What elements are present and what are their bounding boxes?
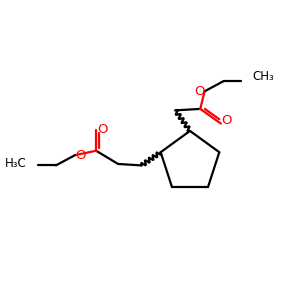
Text: CH₃: CH₃ bbox=[253, 70, 274, 83]
Text: O: O bbox=[221, 114, 231, 127]
Text: O: O bbox=[97, 123, 108, 136]
Text: O: O bbox=[194, 85, 205, 98]
Text: H₃C: H₃C bbox=[5, 158, 27, 170]
Text: O: O bbox=[75, 149, 86, 162]
